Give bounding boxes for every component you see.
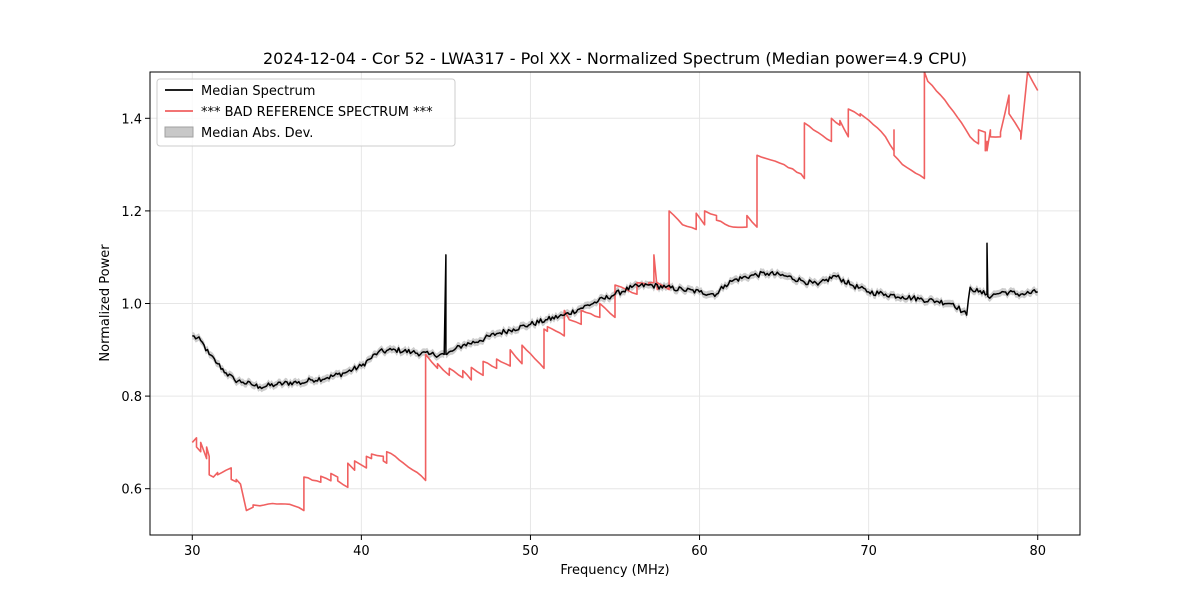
y-tick-label: 1.0	[121, 298, 142, 313]
mad-band	[192, 239, 1038, 393]
series-lines	[191, 72, 1039, 512]
x-tick-label: 50	[522, 544, 539, 559]
x-tick-label: 60	[691, 544, 708, 559]
legend-label-mad: Median Abs. Dev.	[201, 126, 313, 141]
y-tick-label: 1.4	[121, 112, 142, 127]
legend-label-bad-reference: *** BAD REFERENCE SPECTRUM ***	[201, 105, 433, 120]
legend-box	[156, 78, 456, 147]
x-axis-ticks: 30 40 50 60 70 80	[184, 535, 1046, 559]
x-tick-label: 30	[184, 544, 201, 559]
x-tick-label: 40	[353, 544, 370, 559]
x-tick-label: 70	[860, 544, 877, 559]
legend-label-median: Median Spectrum	[201, 84, 315, 99]
y-tick-label: 0.6	[121, 483, 142, 498]
x-axis-label: Frequency (MHz)	[560, 563, 669, 578]
series-line-median	[192, 242, 1038, 390]
legend: Median Spectrum *** BAD REFERENCE SPECTR…	[156, 78, 456, 147]
y-axis-label: Normalized Power	[98, 244, 113, 362]
x-tick-label: 80	[1029, 544, 1046, 559]
median-abs-dev-band	[192, 239, 1038, 393]
y-tick-label: 0.8	[121, 390, 142, 405]
chart-title: 2024-12-04 - Cor 52 - LWA317 - Pol XX - …	[263, 49, 967, 68]
y-axis-ticks: 0.6 0.8 1.0 1.2 1.4	[121, 112, 150, 498]
y-tick-label: 1.2	[121, 205, 142, 220]
legend-swatch-mad	[164, 126, 194, 138]
series-line-bad-reference	[191, 72, 1039, 512]
